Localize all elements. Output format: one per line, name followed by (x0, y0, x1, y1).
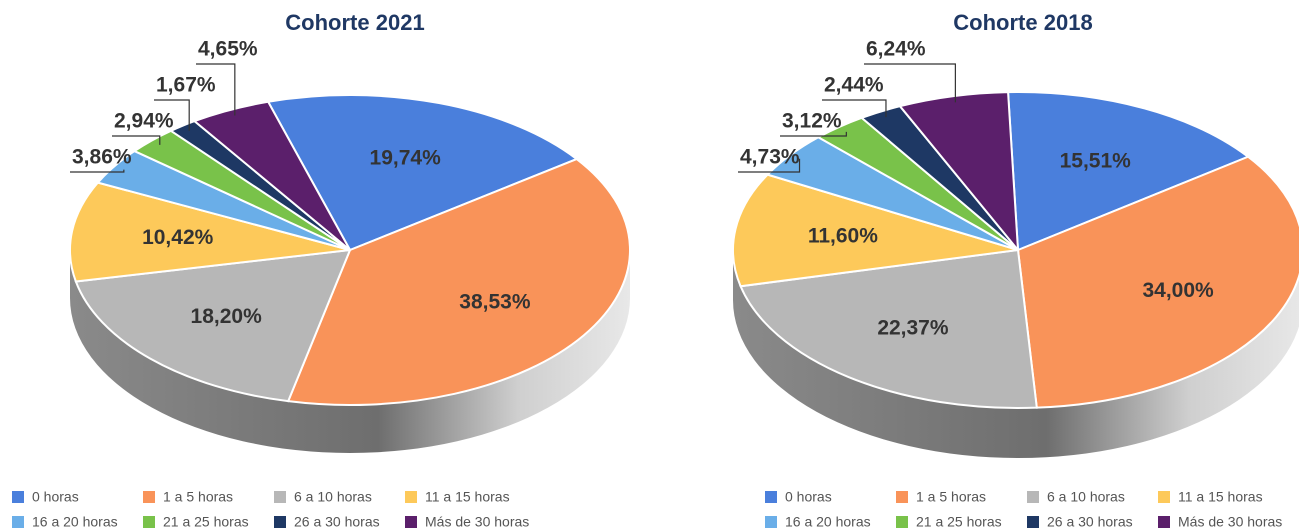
legend-swatch (1158, 516, 1170, 528)
data-label: 6,24% (866, 38, 926, 61)
legend-label: Más de 30 horas (1178, 514, 1282, 530)
data-label: 4,65% (198, 38, 258, 61)
legend-swatch (143, 491, 155, 503)
data-label: 2,94% (114, 110, 174, 133)
leader-line (780, 131, 847, 137)
legend-swatch (12, 491, 24, 503)
legend-swatch (765, 516, 777, 528)
pie-slice (1016, 155, 1299, 409)
legend-swatch (405, 491, 417, 503)
legend-swatch (143, 516, 155, 528)
legend-swatch (274, 516, 286, 528)
leader-line (822, 99, 887, 118)
data-label: 3,12% (782, 110, 842, 133)
pie-slice (1006, 91, 1251, 252)
pie-side (733, 250, 1299, 458)
pie-slice (739, 248, 1038, 409)
data-label: 15,51% (1060, 149, 1132, 172)
leader-line (864, 63, 956, 103)
data-label: 22,37% (877, 316, 949, 339)
legend-label: 26 a 30 horas (294, 514, 380, 530)
legend-swatch (405, 516, 417, 528)
leader-line (196, 63, 236, 116)
data-label: 1,67% (156, 74, 216, 97)
pie-slice (74, 248, 352, 403)
legend-label: Más de 30 horas (425, 514, 529, 530)
pie-slice (69, 181, 351, 283)
data-label: 11,60% (808, 225, 878, 248)
legend-swatch (274, 491, 286, 503)
data-label: 2,44% (824, 74, 884, 97)
legend-label: 21 a 25 horas (916, 514, 1002, 530)
legend-label: 1 a 5 horas (163, 489, 233, 505)
pie-slice (898, 91, 1020, 254)
data-label: 18,20% (191, 305, 263, 328)
leader-line (70, 169, 125, 173)
legend-label: 6 a 10 horas (1047, 489, 1125, 505)
data-label: 38,53% (459, 290, 531, 313)
data-label: 19,74% (370, 146, 442, 169)
leader-line (112, 135, 161, 145)
legend-swatch (1027, 516, 1039, 528)
data-label: 10,42% (142, 226, 214, 249)
chart-title: Cohorte 2021 (285, 10, 424, 35)
legend-label: 1 a 5 horas (916, 489, 986, 505)
data-label: 3,86% (72, 146, 132, 169)
chart-title: Cohorte 2018 (953, 10, 1092, 35)
legend-label: 0 horas (32, 489, 79, 505)
legend-swatch (1158, 491, 1170, 503)
legend-label: 26 a 30 horas (1047, 514, 1133, 530)
legend-swatch (1027, 491, 1039, 503)
legend-label: 6 a 10 horas (294, 489, 372, 505)
legend-label: 16 a 20 horas (785, 514, 871, 530)
legend-label: 11 a 15 horas (1178, 489, 1263, 505)
legend-swatch (896, 491, 908, 503)
pie-slice (192, 100, 351, 251)
pie-slice (732, 173, 1019, 288)
data-label: 34,00% (1142, 279, 1214, 302)
pie-slice (286, 157, 631, 406)
leader-line (738, 158, 801, 173)
pie-side (70, 250, 630, 453)
leader-line (154, 99, 190, 131)
legend-swatch (12, 516, 24, 528)
legend-swatch (896, 516, 908, 528)
pie-slice (266, 94, 579, 252)
legend-label: 11 a 15 horas (425, 489, 510, 505)
legend-swatch (765, 491, 777, 503)
legend-label: 21 a 25 horas (163, 514, 249, 530)
legend-label: 16 a 20 horas (32, 514, 118, 530)
data-label: 4,73% (740, 146, 800, 169)
legend-label: 0 horas (785, 489, 832, 505)
